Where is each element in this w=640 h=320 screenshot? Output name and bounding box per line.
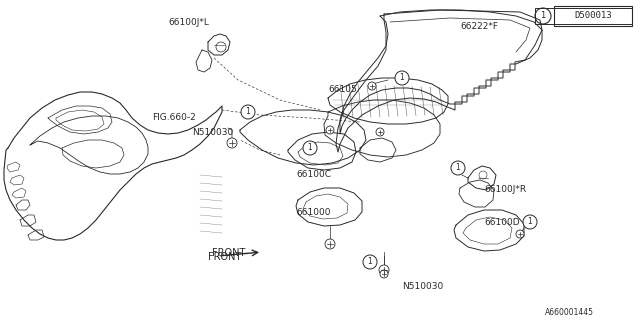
Text: FRONT: FRONT <box>212 248 245 258</box>
Text: A660001445: A660001445 <box>545 308 594 317</box>
Circle shape <box>395 71 409 85</box>
Text: 66105: 66105 <box>328 85 356 94</box>
Text: 1: 1 <box>246 108 250 116</box>
Text: 66100C: 66100C <box>296 170 331 179</box>
Circle shape <box>523 215 537 229</box>
Circle shape <box>368 82 376 90</box>
Text: 661000: 661000 <box>296 208 330 217</box>
Circle shape <box>376 128 384 136</box>
Text: N510030: N510030 <box>402 282 444 291</box>
Circle shape <box>451 161 465 175</box>
Circle shape <box>325 239 335 249</box>
Circle shape <box>241 105 255 119</box>
Text: 66100J*R: 66100J*R <box>484 185 526 194</box>
Circle shape <box>380 270 388 278</box>
Text: 1: 1 <box>367 258 372 267</box>
Circle shape <box>379 265 389 275</box>
Bar <box>554 6 632 26</box>
Text: 1: 1 <box>399 74 404 83</box>
Circle shape <box>363 255 377 269</box>
Circle shape <box>516 230 524 238</box>
Text: 66100D: 66100D <box>484 218 520 227</box>
Text: 66100J*L: 66100J*L <box>168 18 209 27</box>
Circle shape <box>227 138 237 148</box>
Text: 66222*F: 66222*F <box>460 22 498 31</box>
Text: 1: 1 <box>540 12 546 20</box>
Text: N510030: N510030 <box>192 128 233 137</box>
Text: D500013: D500013 <box>574 12 612 20</box>
Text: FIG.660-2: FIG.660-2 <box>152 113 196 122</box>
Circle shape <box>303 141 317 155</box>
Text: 1: 1 <box>308 143 312 153</box>
Text: FRONT: FRONT <box>208 252 241 262</box>
Text: 1: 1 <box>527 218 532 227</box>
Bar <box>535 8 632 24</box>
Circle shape <box>326 126 334 134</box>
Text: 1: 1 <box>456 164 460 172</box>
